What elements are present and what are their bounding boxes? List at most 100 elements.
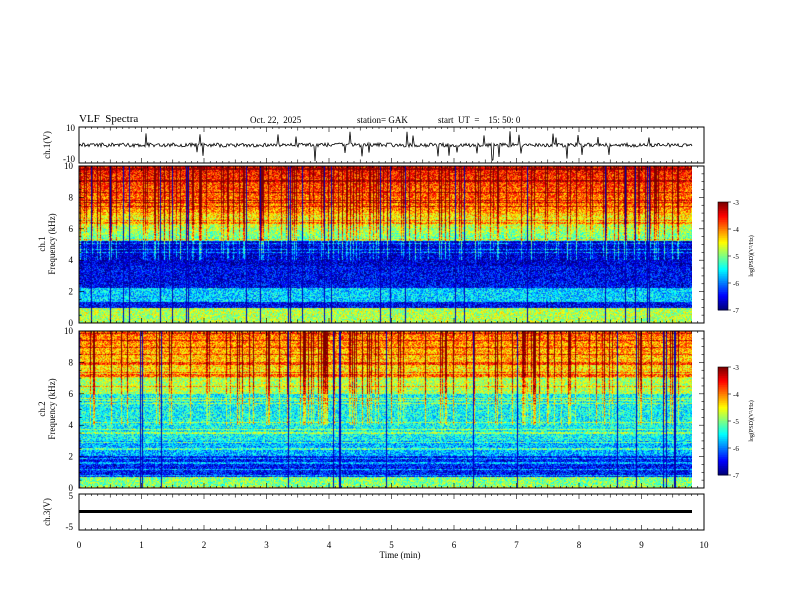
ch3-waveform-line [79,510,692,513]
colorbar-swatch [718,221,728,225]
colorbar-swatch [718,417,728,420]
colorbar-swatch [718,413,728,417]
colorbar-swatch [718,265,728,268]
colorbar-swatch [718,203,728,207]
colorbar-swatch [718,252,728,255]
colorbar-swatch [718,458,728,462]
colorbar-swatch [718,268,728,271]
ch2-colorbar: -3 -4 -5 -6 -7 log(PSD)(V²/Hz) [717,364,755,480]
colorbar-label: log(PSD)(V²/Hz) [748,400,755,441]
colorbar-swatch [718,403,728,406]
colorbar-swatch [718,247,728,250]
ch3-ytick-top: 5 [69,491,74,501]
colorbar-swatch [718,381,728,384]
colorbar-swatch [718,451,728,454]
colorbar-swatch [718,367,728,370]
colorbar-swatch [718,236,728,239]
ch1-waveform-ylabel: ch.1(V) [42,131,52,159]
colorbar-tick-label: -4 [733,391,739,399]
colorbar-swatch [718,428,728,431]
ch1-ytick-bottom: -10 [63,154,75,164]
y-tick-label: 4 [69,255,74,265]
colorbar-swatch [718,202,728,205]
colorbar-swatch [718,401,728,404]
colorbar-swatch [718,218,728,221]
colorbar-swatch [718,308,728,311]
colorbar-swatch [718,467,728,471]
colorbar-swatch [718,283,728,286]
colorbar-swatch [718,229,728,232]
colorbar-swatch [718,297,728,300]
y-tick-label: 8 [69,357,74,367]
colorbar-swatch [718,446,728,449]
x-tick-label: 0 [77,540,82,550]
time-axis-label: Time (min) [380,550,421,560]
colorbar-swatch [718,248,728,252]
x-tick-label: 4 [327,540,332,550]
colorbar-swatch [718,292,728,295]
colorbar-swatch [718,469,728,472]
ch1-spec-ylabel-2: Frequency (kHz) [47,213,57,274]
colorbar-swatch [718,290,728,293]
colorbar-swatch [718,245,728,248]
y-tick-label: 4 [69,420,74,430]
ch1-yticks: 0 2 4 6 8 10 [64,161,704,328]
colorbar-swatch [718,431,728,435]
colorbar-swatch [718,404,728,408]
colorbar-swatch [718,433,728,436]
colorbar-swatch [718,274,728,277]
y-tick-label: 2 [69,287,74,297]
colorbar-swatch [718,270,728,273]
ch1-ytick-top: 10 [66,123,76,133]
colorbar-swatch [718,439,728,442]
x-tick-label: 1 [139,540,144,550]
colorbar-swatch [718,232,728,235]
colorbar-swatch [718,422,728,426]
colorbar-swatch [718,261,728,264]
y-tick-label: 0 [69,483,74,493]
colorbar-tick-label: -7 [733,307,739,315]
colorbar-swatch [718,440,728,444]
colorbar-swatch [718,372,728,375]
colorbar-swatch [718,383,728,386]
colorbar-swatch [718,295,728,298]
x-tick-label: 6 [452,540,457,550]
colorbar-swatch [718,419,728,422]
colorbar-swatch [718,376,728,379]
colorbar-tick-label: -3 [733,199,739,207]
colorbar-swatch [718,266,728,270]
ch2-spec-ylabel-2: Frequency (kHz) [47,378,57,439]
colorbar-swatch [718,386,728,390]
colorbar-swatch [718,259,728,262]
x-tick-label: 9 [639,540,644,550]
colorbar-swatch [718,442,728,445]
colorbar-swatch [718,299,728,302]
colorbar-label: log(PSD)(V²/Hz) [748,235,755,276]
ch1-spec-ylabel-1: ch.1 [37,236,47,251]
colorbar-swatch [718,437,728,440]
colorbar-swatch [718,395,728,399]
colorbar-swatch [718,370,728,373]
y-tick-label: 10 [64,326,74,336]
colorbar-tick-label: -3 [733,364,739,372]
x-tick-label: 2 [202,540,207,550]
y-tick-label: 8 [69,192,74,202]
colorbar-swatch [718,286,728,289]
colorbar-swatch [718,471,728,474]
colorbar-swatch [718,421,728,424]
colorbar-swatch [718,466,728,469]
colorbar-tick-label: -5 [733,253,739,261]
colorbar-swatch [718,234,728,237]
colorbar-swatch [718,455,728,458]
colorbar-swatch [718,399,728,402]
colorbar-swatch [718,284,728,288]
colorbar-swatch [718,410,728,413]
colorbar-swatch [718,397,728,400]
ch2-yticks: 0 2 4 6 8 10 [64,326,704,493]
colorbar-swatch [718,394,728,397]
colorbar-swatch [718,230,728,234]
colorbar-swatch [718,275,728,279]
y-tick-label: 6 [69,389,74,399]
y-tick-label: 6 [69,224,74,234]
colorbar-swatch [718,464,728,467]
